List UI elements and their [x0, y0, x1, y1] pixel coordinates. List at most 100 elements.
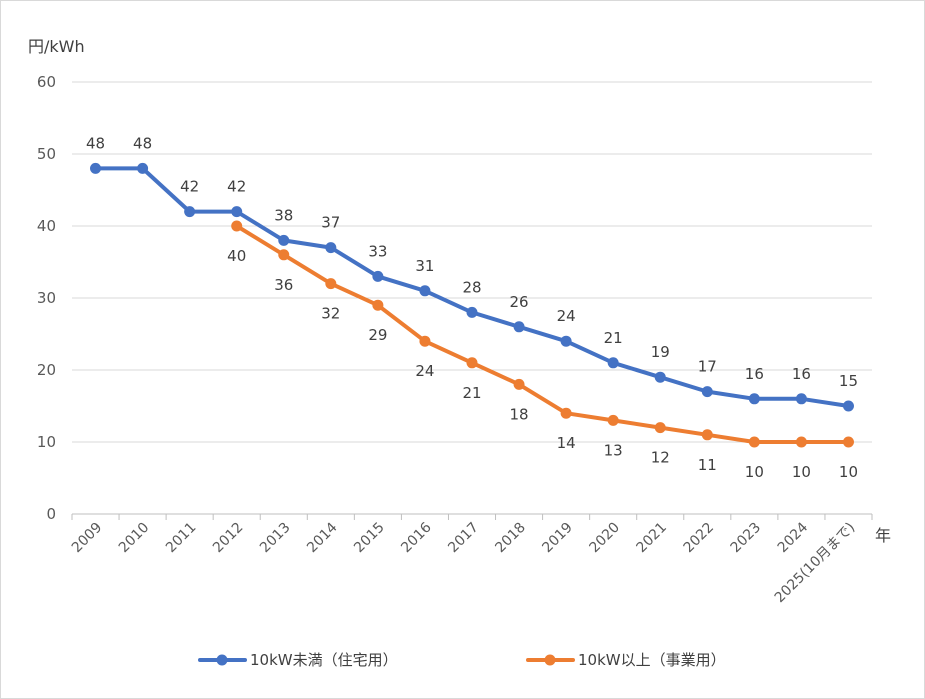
- data-label: 10: [839, 463, 858, 481]
- data-label: 21: [462, 384, 481, 402]
- data-point[interactable]: [842, 400, 854, 412]
- x-tick-label: 2025(10月まで): [772, 520, 859, 607]
- legend-item-residential[interactable]: 10kW未満（住宅用）: [198, 651, 398, 669]
- data-label: 32: [321, 305, 340, 323]
- data-point[interactable]: [231, 220, 243, 232]
- data-point[interactable]: [231, 206, 243, 218]
- legend-item-business[interactable]: 10kW以上（事業用）: [526, 651, 726, 669]
- data-point[interactable]: [607, 357, 619, 369]
- data-point[interactable]: [654, 422, 666, 434]
- data-label: 18: [510, 405, 529, 423]
- x-tick-label: 2019: [539, 520, 576, 557]
- data-label: 16: [745, 365, 764, 383]
- legend-label-business: 10kW以上（事業用）: [578, 651, 726, 669]
- y-tick-label: 0: [46, 505, 56, 523]
- data-point[interactable]: [748, 436, 760, 448]
- data-point[interactable]: [842, 436, 854, 448]
- x-tick-label: 2023: [728, 520, 765, 557]
- legend: 10kW未満（住宅用） 10kW以上（事業用）: [198, 651, 726, 669]
- data-point[interactable]: [137, 162, 149, 174]
- data-label: 29: [368, 326, 387, 344]
- data-point[interactable]: [607, 414, 619, 426]
- data-point[interactable]: [513, 321, 525, 333]
- data-label: 21: [604, 329, 623, 347]
- data-label: 17: [698, 358, 717, 376]
- data-point[interactable]: [372, 299, 384, 311]
- data-label: 10: [745, 463, 764, 481]
- y-tick-label: 30: [37, 289, 56, 307]
- x-axis: 2009 2010 2011 2012 2013 2014 2015 2016 2017 2018…: [69, 514, 873, 607]
- legend-label-residential: 10kW未満（住宅用）: [250, 651, 398, 669]
- data-label: 37: [321, 214, 340, 232]
- data-label: 14: [557, 434, 576, 452]
- data-point[interactable]: [325, 278, 337, 290]
- data-point[interactable]: [795, 436, 807, 448]
- data-label: 28: [462, 278, 481, 296]
- data-label: 12: [651, 449, 670, 467]
- x-tick-label: 2009: [69, 520, 106, 557]
- data-point[interactable]: [184, 206, 196, 218]
- data-label: 24: [557, 307, 576, 325]
- y-tick-label: 50: [37, 145, 56, 163]
- x-tick-label: 2011: [163, 520, 200, 557]
- x-tick-label: 2021: [634, 520, 671, 557]
- data-point[interactable]: [466, 306, 478, 318]
- data-point[interactable]: [419, 285, 431, 297]
- data-label: 40: [227, 247, 246, 265]
- data-label: 48: [86, 134, 105, 152]
- series-group: [90, 162, 854, 448]
- x-tick-label: 2014: [304, 519, 341, 556]
- data-label: 31: [415, 257, 434, 275]
- x-tick-label: 2017: [445, 520, 482, 557]
- x-tick-label: 2010: [116, 520, 153, 557]
- data-point[interactable]: [278, 234, 290, 246]
- data-point[interactable]: [278, 249, 290, 261]
- data-point[interactable]: [372, 270, 384, 282]
- y-axis-ticks: 0 10 20 30 40 50 60: [37, 73, 56, 523]
- data-point[interactable]: [325, 242, 337, 254]
- data-point[interactable]: [748, 393, 760, 405]
- y-axis-title: 円/kWh: [28, 37, 85, 56]
- data-label: 13: [604, 441, 623, 459]
- data-point[interactable]: [701, 429, 713, 441]
- x-tick-label: 2012: [210, 520, 247, 557]
- x-tick-label: 2015: [351, 520, 388, 557]
- data-point[interactable]: [466, 357, 478, 369]
- data-label: 16: [792, 365, 811, 383]
- data-point[interactable]: [795, 393, 807, 405]
- data-label: 19: [651, 343, 670, 361]
- data-label: 24: [415, 362, 434, 380]
- data-label: 26: [510, 293, 529, 311]
- data-point[interactable]: [90, 162, 102, 174]
- data-label: 10: [792, 463, 811, 481]
- x-tick-label: 2024: [775, 519, 812, 556]
- x-tick-label: 2013: [257, 520, 294, 557]
- data-point[interactable]: [654, 371, 666, 383]
- data-point[interactable]: [419, 335, 431, 347]
- y-tick-label: 40: [37, 217, 56, 235]
- data-label: 42: [227, 178, 246, 196]
- data-labels: 48 48 42 42 38 37 33 31 28 26 24 21 19 17 16 16 15 40 36 32…: [86, 134, 858, 481]
- x-tick-label: 2022: [681, 520, 718, 557]
- data-point[interactable]: [513, 378, 525, 390]
- legend-marker-business: [544, 654, 556, 666]
- data-label: 15: [839, 372, 858, 390]
- data-label: 11: [698, 456, 717, 474]
- data-label: 48: [133, 134, 152, 152]
- data-point[interactable]: [560, 335, 572, 347]
- data-point[interactable]: [701, 386, 713, 398]
- legend-marker-residential: [216, 654, 228, 666]
- data-label: 33: [368, 242, 387, 260]
- y-tick-label: 60: [37, 73, 56, 91]
- x-axis-title: 年: [875, 526, 891, 545]
- x-tick-label: 2018: [492, 520, 529, 557]
- series-line-1: [234, 224, 851, 444]
- data-label: 38: [274, 206, 293, 224]
- x-tick-label: 2020: [586, 520, 623, 557]
- data-point[interactable]: [560, 407, 572, 419]
- data-label: 42: [180, 178, 199, 196]
- y-tick-label: 10: [37, 433, 56, 451]
- x-tick-label: 2016: [398, 519, 435, 556]
